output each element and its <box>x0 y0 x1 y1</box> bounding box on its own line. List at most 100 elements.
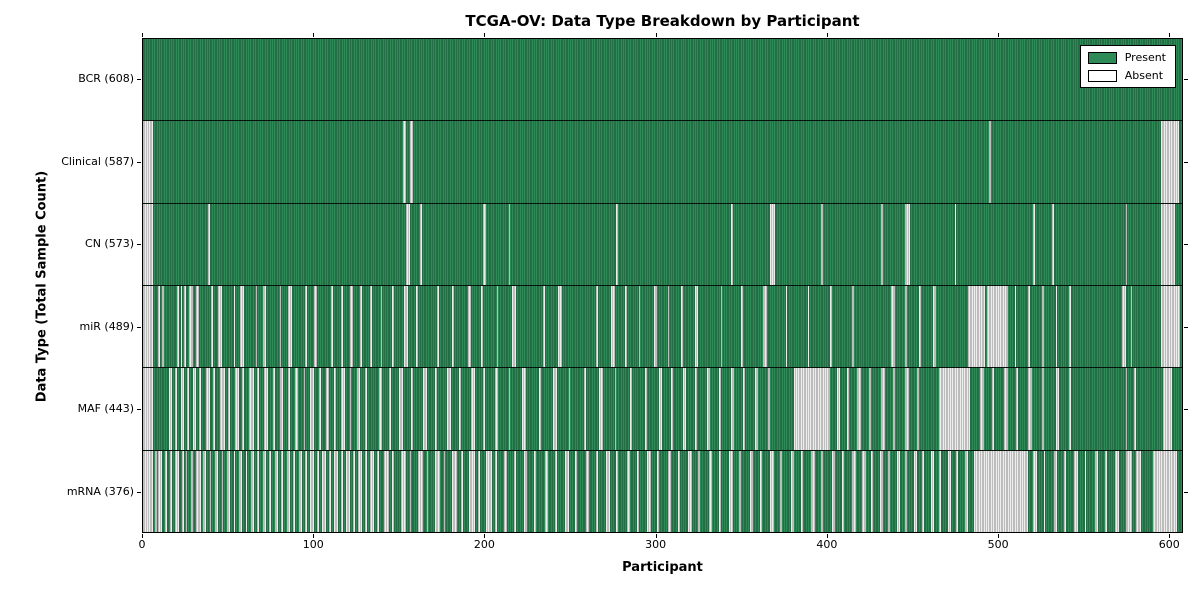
absent-stripe <box>262 450 267 532</box>
absent-stripe <box>206 368 210 450</box>
absent-stripe <box>522 368 526 450</box>
y-tick-mark-right <box>1184 409 1188 411</box>
absent-stripe <box>489 450 492 532</box>
absent-stripe <box>917 368 919 450</box>
absent-stripe <box>279 368 284 450</box>
absent-stripe <box>657 450 660 532</box>
absent-stripe <box>349 285 354 368</box>
y-tick-mark <box>137 79 141 81</box>
absent-stripe <box>987 285 1008 368</box>
absent-stripe <box>175 450 179 532</box>
absent-stripe <box>245 450 248 532</box>
absent-stripe <box>495 368 499 450</box>
legend-present-label: Present <box>1124 51 1166 64</box>
absent-stripe <box>1161 285 1181 368</box>
absent-stripe <box>638 285 641 368</box>
absent-stripe <box>869 368 871 450</box>
absent-stripe <box>881 203 883 285</box>
absent-stripe <box>988 121 991 203</box>
absent-stripe <box>821 450 824 532</box>
legend-absent-label: Absent <box>1124 69 1164 82</box>
x-tick-label: 600 <box>1158 538 1180 551</box>
absent-stripe <box>168 368 173 450</box>
absent-stripe <box>370 285 372 368</box>
absent-stripe <box>248 368 255 450</box>
absent-stripe <box>250 450 255 532</box>
absent-stripe <box>1028 285 1030 368</box>
absent-stripe <box>512 285 516 368</box>
absent-stripe <box>180 368 184 450</box>
row-label-CN: CN (573) <box>85 237 134 251</box>
absent-stripe <box>1152 450 1177 532</box>
absent-stripe <box>583 368 586 450</box>
absent-stripe <box>143 203 154 285</box>
row-label-MAF: MAF (443) <box>77 402 134 416</box>
absent-stripe <box>377 450 379 532</box>
absent-stripe <box>221 450 224 532</box>
absent-stripe <box>1161 121 1179 203</box>
absent-stripe <box>238 450 243 532</box>
absent-stripe <box>341 450 343 532</box>
absent-stripe <box>829 285 832 368</box>
absent-stripe <box>741 285 743 368</box>
plot-area: Present Absent <box>142 38 1183 533</box>
absent-stripe <box>228 368 231 450</box>
heatmap-row-Clinical <box>143 121 1182 204</box>
absent-stripe <box>768 368 771 450</box>
absent-stripe <box>195 285 200 368</box>
x-tick-mark-top <box>142 33 143 37</box>
x-tick-mark <box>142 534 143 538</box>
absent-stripe <box>406 203 410 285</box>
absent-stripe <box>334 450 338 532</box>
absent-stripe <box>329 450 331 532</box>
absent-stripe <box>1105 450 1107 532</box>
absent-stripe <box>435 368 437 450</box>
absent-stripe <box>310 450 314 532</box>
absent-stripe <box>653 285 658 368</box>
absent-stripe <box>780 450 783 532</box>
absent-stripe <box>158 450 162 532</box>
absent-stripe <box>614 368 617 450</box>
absent-stripe <box>718 368 721 450</box>
absent-stripe <box>1064 450 1066 532</box>
y-tick-mark-right <box>1184 79 1188 81</box>
absent-stripe <box>677 450 680 532</box>
absent-stripe <box>821 203 824 285</box>
absent-stripe <box>310 368 314 450</box>
absent-stripe <box>341 285 343 368</box>
absent-stripe <box>932 285 936 368</box>
absent-stripe <box>1115 450 1119 532</box>
absent-stripe <box>467 285 472 368</box>
absent-stripe <box>184 285 186 368</box>
y-tick-mark-right <box>1184 326 1188 328</box>
absent-stripe <box>423 368 427 450</box>
absent-stripe <box>956 450 959 532</box>
absent-stripe <box>274 450 278 532</box>
absent-stripe <box>630 368 632 450</box>
absent-stripe <box>269 450 272 532</box>
absent-stripe <box>496 285 499 368</box>
absent-stripe <box>968 285 986 368</box>
absent-stripe <box>353 450 355 532</box>
absent-stripe <box>190 450 193 532</box>
absent-stripe <box>636 450 639 532</box>
absent-stripe <box>378 368 383 450</box>
absent-stripe <box>1094 450 1099 532</box>
absent-stripe <box>1069 368 1071 450</box>
absent-stripe <box>568 368 571 450</box>
absent-stripe <box>483 203 487 285</box>
absent-stripe <box>1134 368 1136 450</box>
absent-stripe <box>575 450 578 532</box>
absent-stripe <box>242 368 244 450</box>
absent-stripe <box>202 450 207 532</box>
row-label-mRNA: mRNA (376) <box>66 484 134 498</box>
absent-stripe <box>585 450 589 532</box>
absent-stripe <box>387 450 390 532</box>
absent-stripe <box>279 285 282 368</box>
absent-stripe <box>419 203 422 285</box>
absent-stripe <box>288 285 292 368</box>
absent-stripe <box>154 450 157 532</box>
absent-stripe <box>881 368 885 450</box>
absent-stripe <box>616 203 619 285</box>
y-axis-label: Data Type (Total Sample Count) <box>34 170 50 403</box>
